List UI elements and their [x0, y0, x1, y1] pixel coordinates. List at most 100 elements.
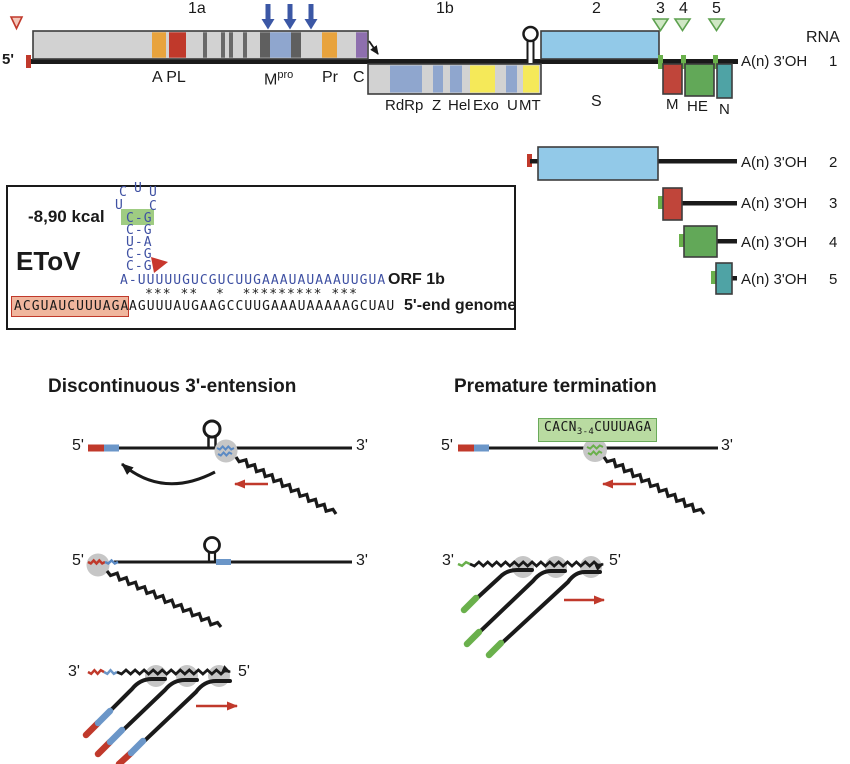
- trs-tick-4: [681, 55, 686, 69]
- leader-boxed-sequence: ACGUAUCUUUAGA: [14, 299, 130, 314]
- domain-rdrp: [390, 65, 422, 93]
- trs-triangles: [651, 18, 726, 32]
- domain-hel-label: Hel: [448, 97, 471, 114]
- panel-left-row3: [82, 665, 238, 764]
- three-prime-label: 3': [356, 437, 368, 454]
- trs-squiggle: [217, 451, 233, 457]
- orf3-label: 3: [656, 0, 665, 17]
- nascent-strand-zigzag: [234, 456, 338, 515]
- tm-stripe: [229, 32, 233, 58]
- domain-m-label: M: [666, 96, 679, 113]
- five-prime-label: 5': [441, 437, 453, 454]
- product-blue-tip: [94, 707, 114, 727]
- genome-5end-sequence: AGUUUAUGAAGCCUUGAAAUAAAAAGCUAU: [129, 299, 396, 314]
- genome-line: [26, 59, 738, 64]
- orf4-label: 4: [679, 0, 688, 17]
- conservation-stars: *** ** * ********* ***: [145, 287, 359, 302]
- orf1b-box: [367, 63, 542, 95]
- genome-5end-label: 5'-end genome: [404, 297, 517, 314]
- template-strand-zigzag: [116, 665, 231, 676]
- trs-triangle-3-icon: [651, 18, 670, 32]
- orf2-s-box: [540, 30, 660, 60]
- free-energy-label: -8,90 kcal: [28, 207, 105, 226]
- termination-signal-squiggle: [587, 450, 603, 456]
- cac-motif-box: [538, 418, 657, 442]
- strand-transfer-arrow: [121, 462, 216, 486]
- polymerase-circle: [176, 665, 198, 687]
- rna3-tail-label: A(n) 3'OH: [741, 195, 808, 212]
- sg4-green-tick: [679, 234, 684, 247]
- nascent-strand-zigzag: [602, 456, 706, 515]
- trs-triangle-4-icon: [673, 18, 692, 32]
- cleavage-arrows: [261, 4, 318, 30]
- five-prime-label: 5': [238, 663, 250, 680]
- sg2-red-tick: [527, 154, 532, 167]
- orf5-n-box: [716, 63, 733, 99]
- sg5-n-box: [715, 262, 733, 295]
- domain-mpro-label: Mpro: [264, 69, 294, 89]
- rna5-tail-label: A(n) 3'OH: [741, 271, 808, 288]
- sg4-he-box: [683, 225, 718, 258]
- leader-red-squiggle: [87, 558, 106, 566]
- stem-pair: U-A: [126, 235, 153, 250]
- product-blue-tip: [127, 737, 147, 757]
- domain-s-label: S: [591, 93, 602, 110]
- genome-rna1: [26, 25, 738, 99]
- domain-mpro: [270, 32, 291, 58]
- leader-sequence-box: [11, 296, 129, 317]
- cac-motif-text: CACN3-4CUUUAGA: [544, 420, 652, 437]
- template-strand-zigzag: [469, 560, 604, 571]
- leader-red-seg: [88, 444, 104, 452]
- template-blue-squiggle: [103, 668, 118, 676]
- three-prime-label: 3': [68, 663, 80, 680]
- inset-red-arrowhead-icon: [151, 257, 168, 273]
- template-red-squiggle: [87, 668, 105, 676]
- sg2-s-box: [537, 146, 659, 181]
- loop-base: C: [119, 185, 128, 200]
- dark-band: [260, 32, 270, 58]
- domain-rdrp-label: RdRp: [385, 97, 424, 114]
- panel-right-row1: [458, 438, 718, 515]
- sgrna-3: [658, 187, 737, 221]
- rna1-tail-label: A(n) 3'OH: [741, 53, 808, 70]
- rna4-number: 4: [829, 234, 838, 251]
- domain-pl: [169, 32, 186, 58]
- sgrna-5: [711, 262, 737, 295]
- domain-a-pl-label: A PL: [152, 69, 186, 86]
- loop-base: U: [149, 185, 158, 200]
- product-green-tip: [485, 639, 505, 659]
- stem-pair: C-G: [126, 211, 153, 226]
- domain-pr-label: Pr: [322, 69, 338, 86]
- right-panel-title: Premature termination: [454, 376, 657, 397]
- rna2-tail-label: A(n) 3'OH: [741, 154, 808, 171]
- orf1b-seq-label: ORF 1b: [388, 271, 445, 288]
- orf1a-label: 1a: [188, 0, 206, 17]
- domain-hel: [450, 65, 462, 93]
- product-green-tip: [463, 628, 483, 648]
- five-prime-label: 5': [609, 552, 621, 569]
- domain-pr: [322, 32, 337, 58]
- polymerase-circle: [208, 665, 230, 687]
- trs-squiggle: [216, 445, 235, 451]
- stem-pair: C-G: [126, 223, 153, 238]
- orf1b-label: 1b: [436, 0, 454, 17]
- rna1-number: 1: [829, 53, 838, 70]
- domain-z-label: Z: [432, 97, 442, 114]
- virus-name-label: EToV: [16, 246, 81, 276]
- three-prime-label: 3': [442, 552, 454, 569]
- polymerase-circle: [214, 439, 238, 463]
- loop-base: U: [134, 181, 143, 196]
- domain-n-label: N: [719, 101, 730, 118]
- orf1b-sequence: A-UUUUUGUCGUCUUGAAAUAUAAAUUGUA: [120, 273, 387, 288]
- trs-triangle-5-icon: [707, 18, 726, 32]
- leader-triangle-icon: [9, 16, 24, 31]
- rna5-number: 5: [829, 271, 838, 288]
- three-prime-label: 3': [721, 437, 733, 454]
- loop-base: U: [115, 198, 124, 213]
- tm-stripe: [243, 32, 247, 58]
- domain-exo-label: Exo: [473, 97, 499, 114]
- domain-c: [356, 32, 367, 58]
- stem-pair-highlight: [121, 209, 154, 225]
- blue-arrow-icon: [304, 19, 318, 30]
- tm-stripe: [203, 32, 207, 58]
